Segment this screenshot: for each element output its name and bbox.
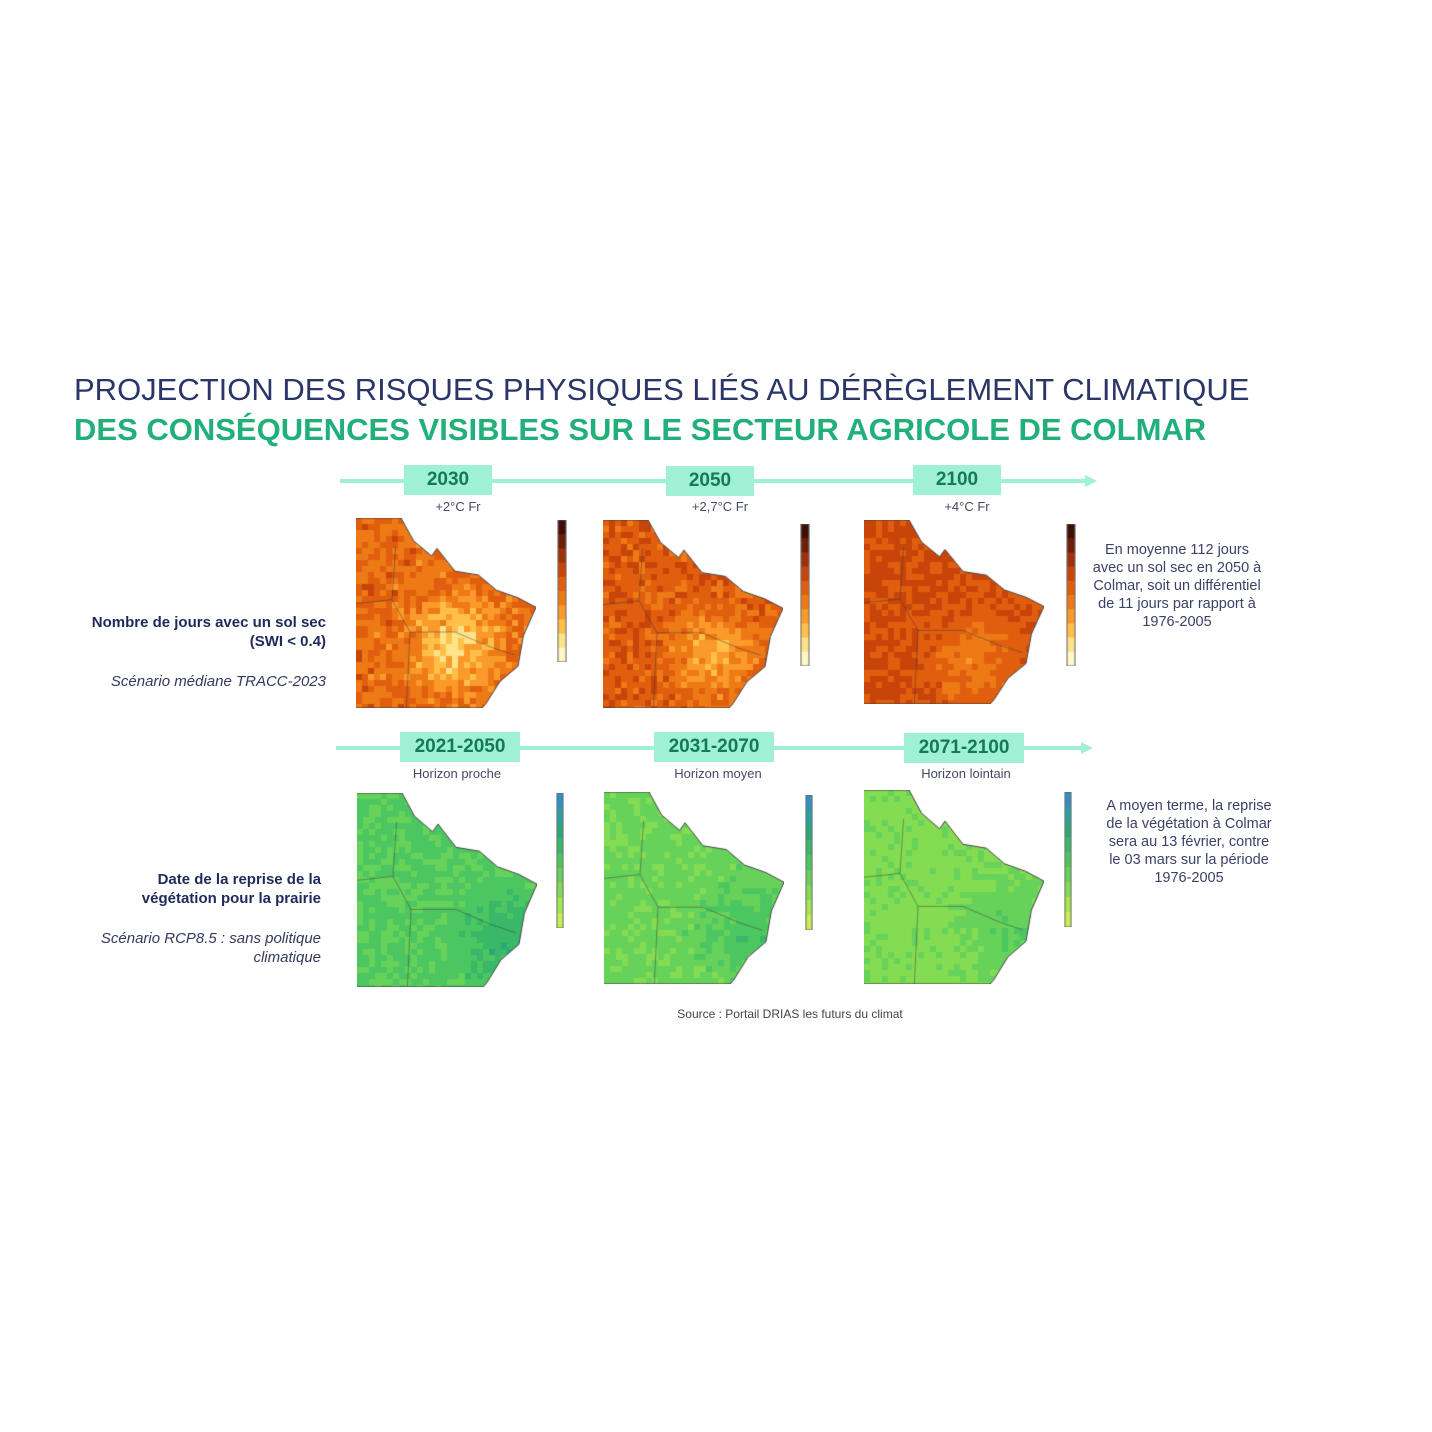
colorbar-legend <box>1066 524 1076 666</box>
row2-label: Date de la reprise de la végétation pour… <box>141 871 321 907</box>
vegetation-map-2031-2070 <box>604 792 784 984</box>
title-line-1: PROJECTION DES RISQUES PHYSIQUES LIÉS AU… <box>74 372 1250 407</box>
colorbar-legend <box>557 520 567 662</box>
dry-soil-map-2100 <box>864 520 1044 704</box>
vegetation-map-2021-2050 <box>357 793 537 987</box>
arrow-right-icon <box>1081 742 1093 754</box>
row1-note: En moyenne 112 jours avec un sol sec en … <box>1092 542 1262 630</box>
timeline-badge: 2030 <box>404 465 492 495</box>
colorbar-legend <box>556 793 564 928</box>
timeline-badge: 2021-2050 <box>400 732 520 762</box>
row2-note: A moyen terme, la reprise de la végétati… <box>1106 798 1272 886</box>
title-line-2: DES CONSÉQUENCES VISIBLES SUR LE SECTEUR… <box>74 412 1207 447</box>
timeline-badge: 2050 <box>666 466 754 496</box>
dry-soil-map-2030 <box>356 518 536 708</box>
colorbar-legend <box>805 795 813 930</box>
vegetation-map-2071-2100 <box>864 790 1044 984</box>
dry-soil-map-2050 <box>603 520 783 708</box>
timeline-sub: +4°C Fr <box>944 499 990 514</box>
arrow-right-icon <box>1085 475 1097 487</box>
timeline-badge: 2100 <box>913 465 1001 495</box>
timeline-badge: 2071-2100 <box>904 733 1024 763</box>
timeline-badge: 2031-2070 <box>654 732 774 762</box>
timeline-sub: Horizon moyen <box>674 766 762 781</box>
colorbar-legend <box>1064 792 1072 927</box>
timeline-sub: Horizon proche <box>412 766 502 781</box>
timeline-sub: Horizon lointain <box>921 766 1011 781</box>
colorbar-legend <box>800 524 810 666</box>
row2-scenario: Scénario RCP8.5 : sans politique climati… <box>100 930 321 966</box>
timeline-sub: +2,7°C Fr <box>691 499 749 514</box>
row1-label: Nombre de jours avec un sol sec (SWI < 0… <box>91 614 326 650</box>
source-note: Source : Portail DRIAS les futurs du cli… <box>677 1007 903 1021</box>
row1-scenario: Scénario médiane TRACC-2023 <box>110 673 326 690</box>
timeline-sub: +2°C Fr <box>435 499 481 514</box>
